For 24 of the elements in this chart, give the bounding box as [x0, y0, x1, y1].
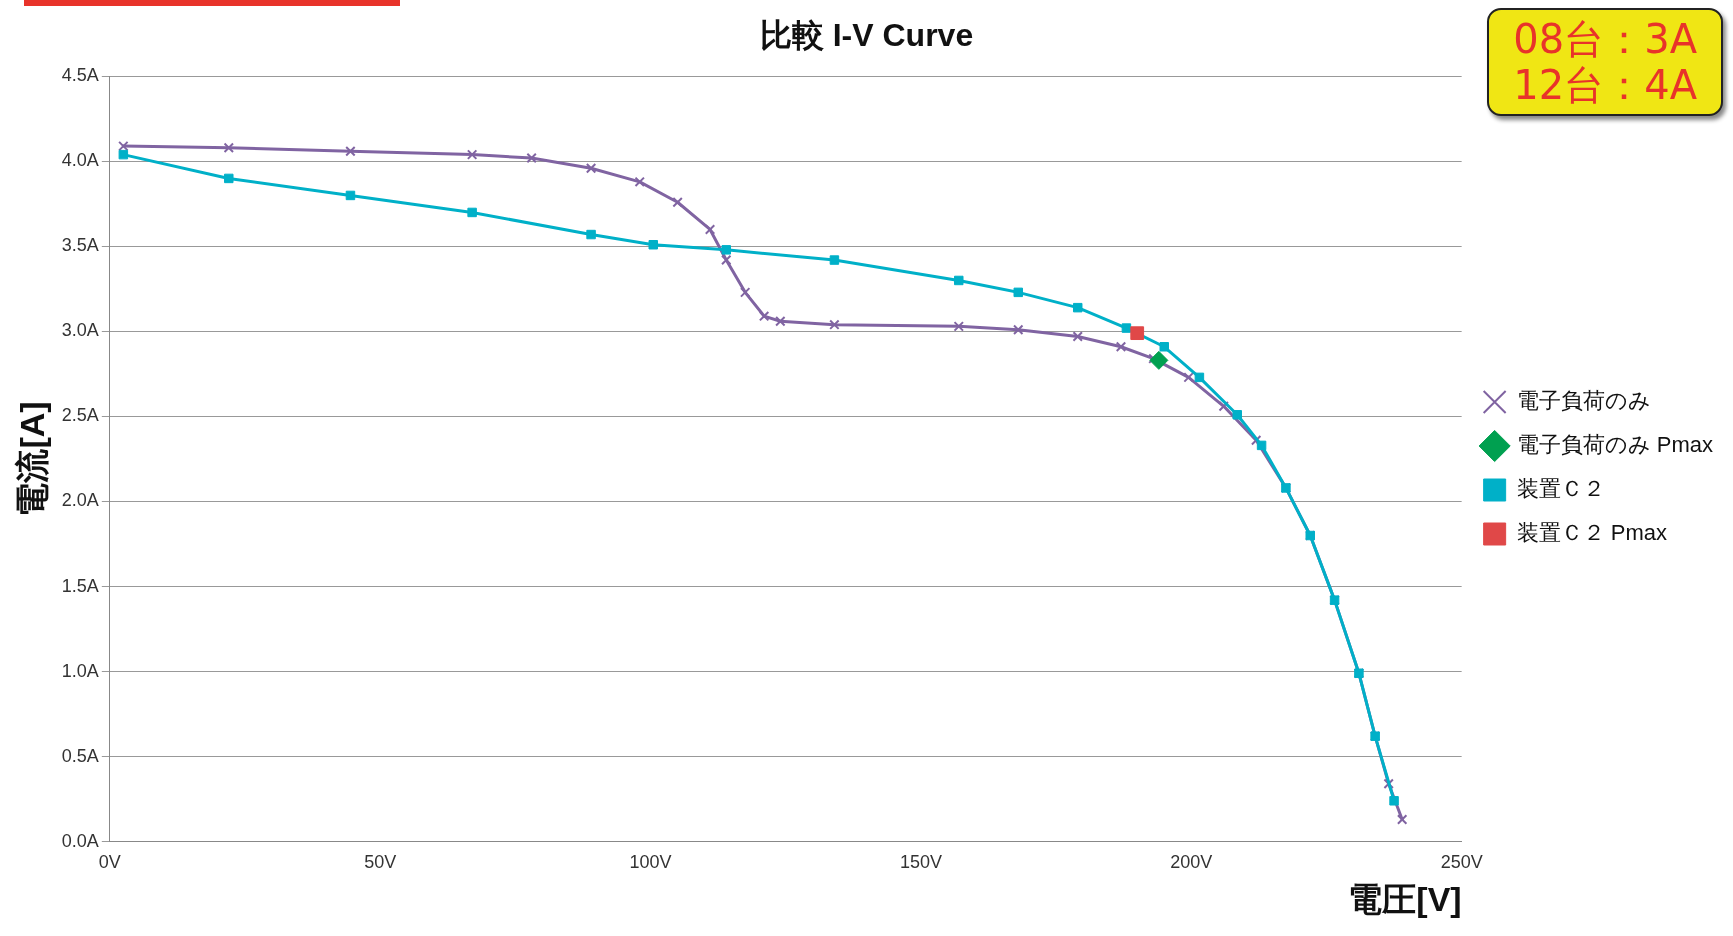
- y-tick-label: 4.5A: [61, 65, 99, 86]
- y-tick-label: 0.0A: [61, 830, 99, 851]
- y-tick-label: 2.0A: [61, 490, 99, 511]
- y-tick-label: 4.0A: [61, 150, 99, 171]
- legend-label: 装置Ｃ２: [1516, 476, 1605, 502]
- x-tick-label: 200V: [1170, 852, 1213, 873]
- x-tick-label: 150V: [899, 852, 942, 873]
- x-tick-label: 250V: [1440, 852, 1483, 873]
- legend-label: 電子負荷のみ Pmax: [1516, 432, 1714, 458]
- x-axis-title: 電圧[V]: [1348, 879, 1462, 918]
- y-axis-title: 電流[A]: [12, 401, 51, 517]
- y-tick-label: 3.0A: [61, 320, 99, 341]
- x-tick-label: 0V: [98, 852, 121, 873]
- y-tick-label: 3.5A: [61, 235, 99, 256]
- y-tick-label: 0.5A: [61, 745, 99, 766]
- text: 08台：3A 12台：4A: [1487, 8, 1723, 116]
- chart-title: 比較 I-V Curve: [759, 17, 974, 54]
- x-tick-label: 100V: [629, 852, 672, 873]
- legend-label: 電子負荷のみ: [1516, 388, 1651, 414]
- x-tick-label: 50V: [364, 852, 397, 873]
- y-tick-label: 2.5A: [61, 405, 99, 426]
- y-tick-label: 1.5A: [61, 575, 99, 596]
- y-tick-label: 1.0A: [61, 660, 99, 681]
- legend-label: 装置Ｃ２ Pmax: [1516, 520, 1668, 546]
